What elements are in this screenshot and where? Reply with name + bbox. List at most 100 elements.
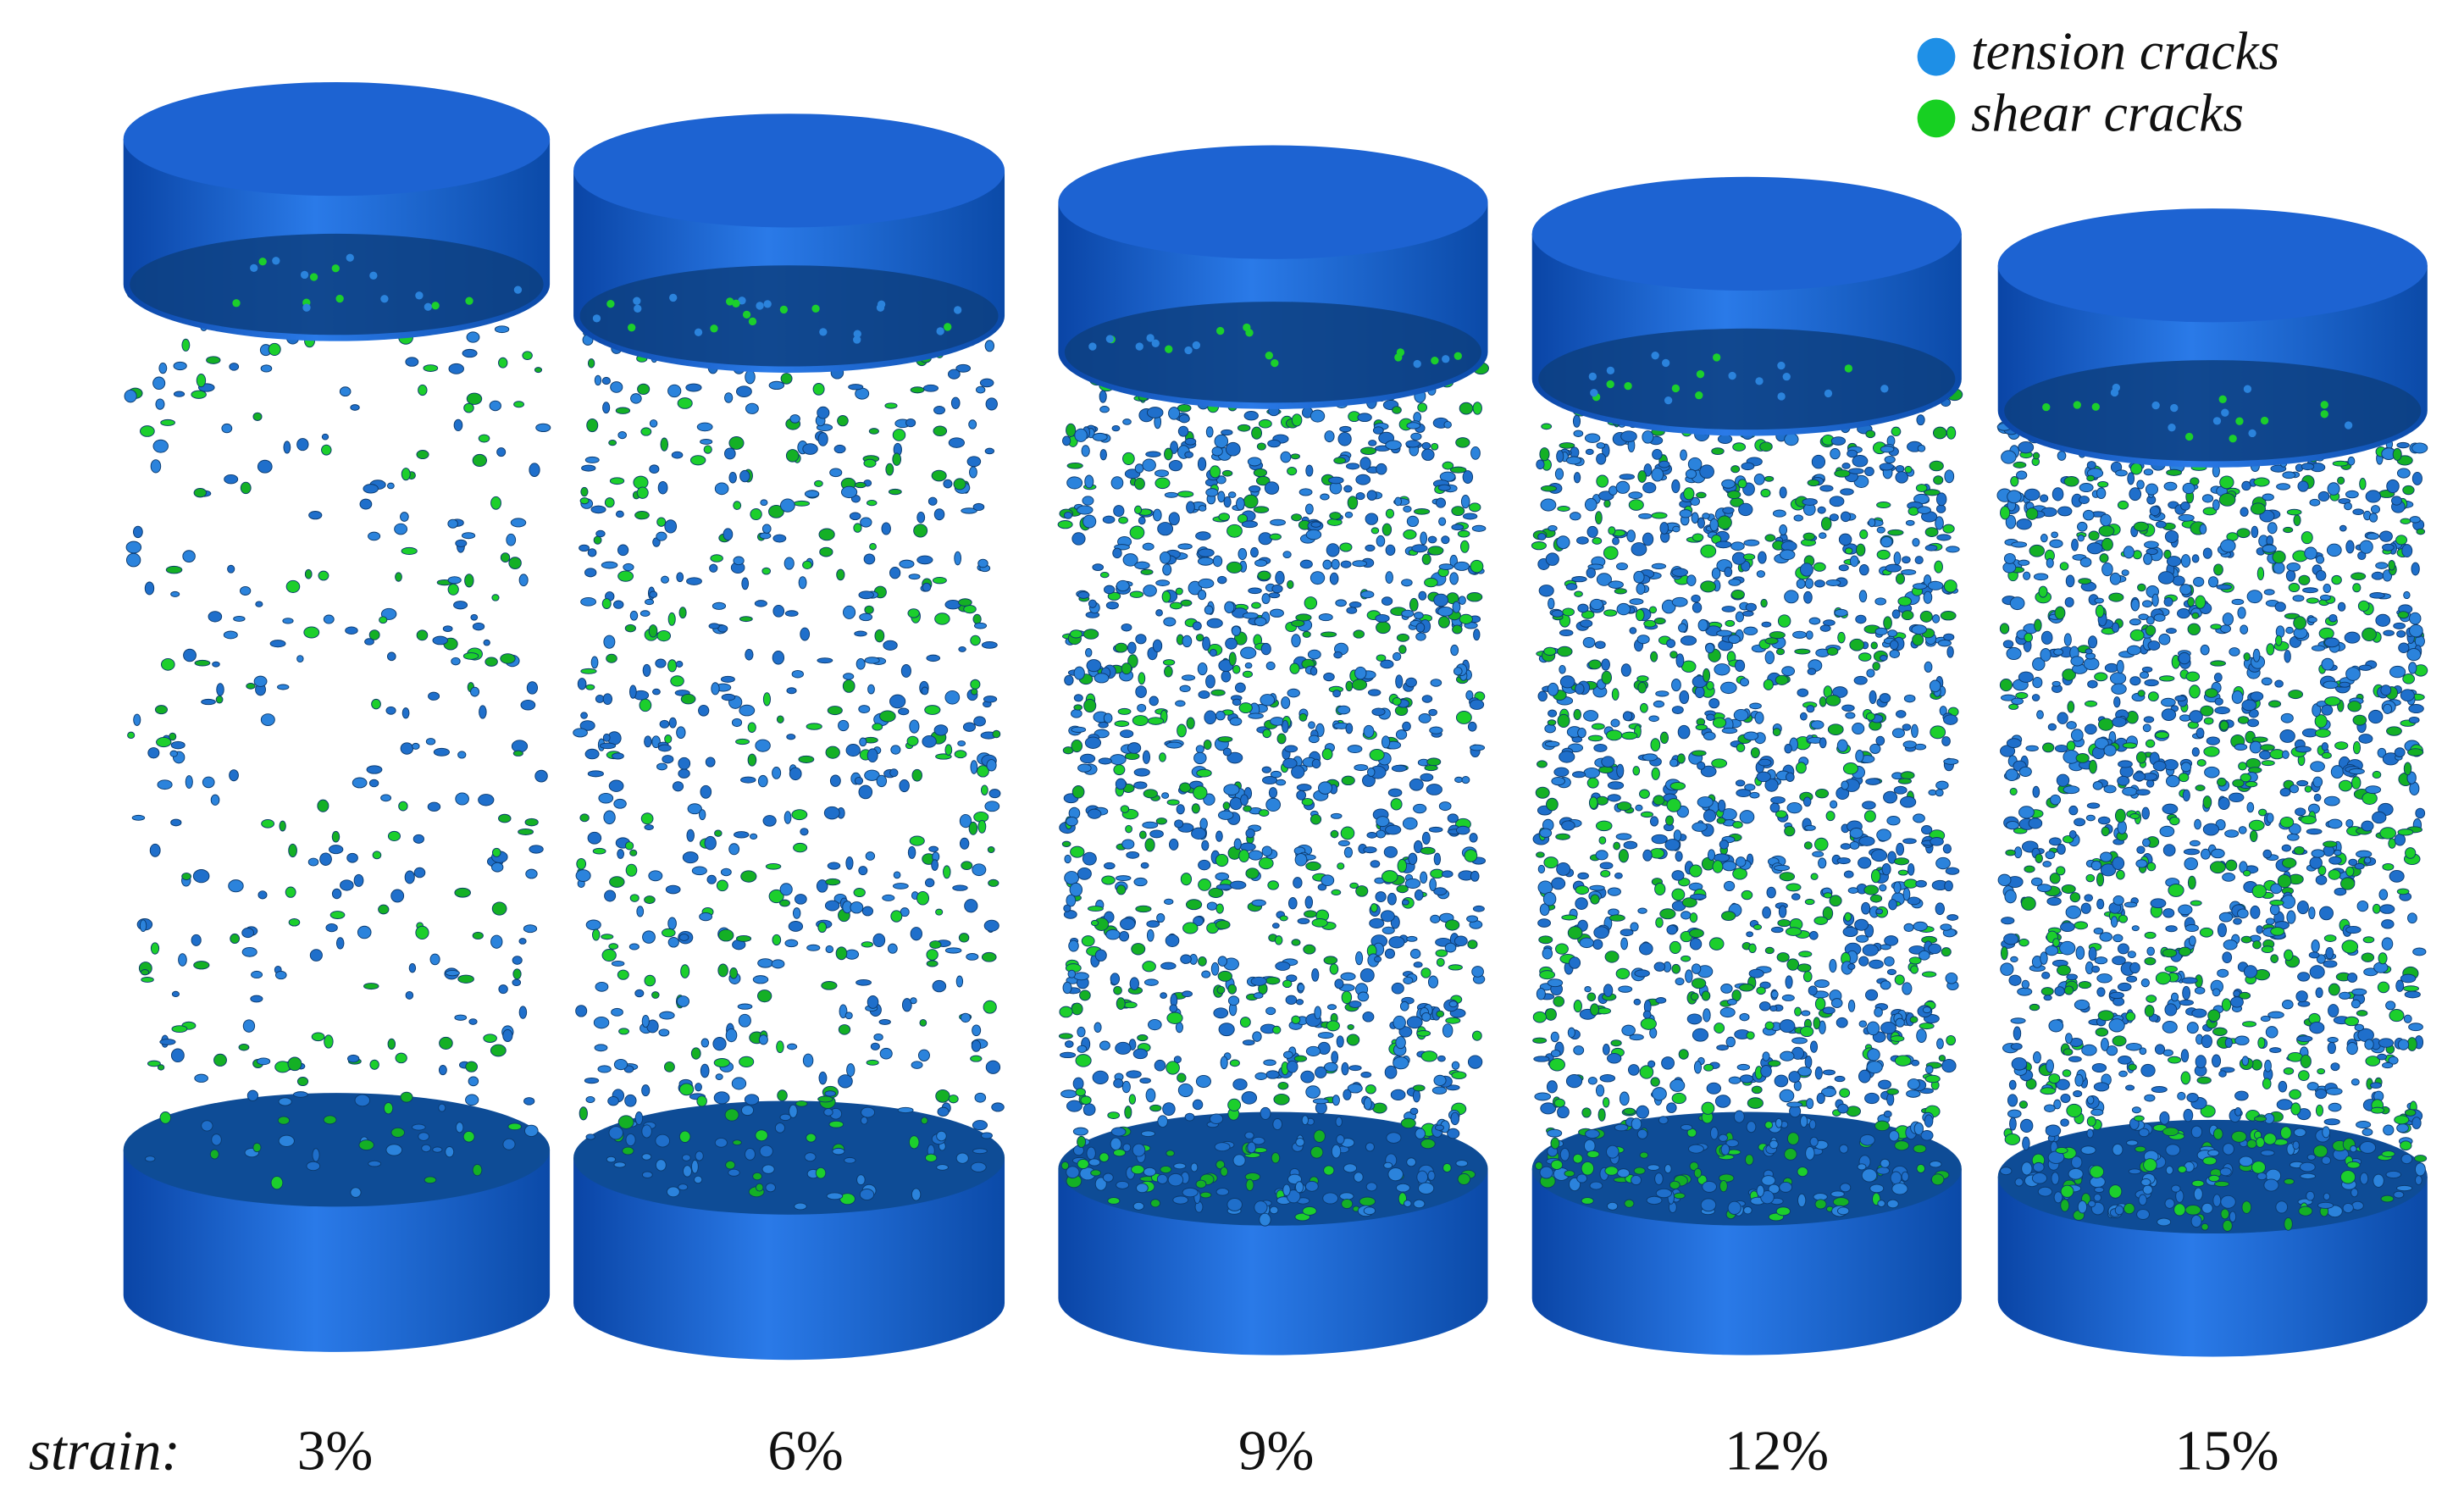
- crack: [1822, 1069, 1836, 1076]
- crack: [929, 940, 942, 950]
- crack: [2007, 1109, 2022, 1118]
- crack: [933, 724, 949, 736]
- crack: [1329, 512, 1342, 520]
- crack: [1539, 447, 1550, 462]
- crack: [629, 610, 639, 621]
- crack: [827, 706, 843, 716]
- crack: [601, 561, 618, 569]
- crack: [1814, 788, 1830, 799]
- crack: [970, 1055, 983, 1062]
- crack: [2328, 856, 2342, 865]
- crack: [279, 820, 286, 832]
- crack: [1214, 1142, 1231, 1152]
- crack: [827, 862, 841, 870]
- crack: [1614, 588, 1627, 595]
- crack: [2385, 1000, 2396, 1011]
- crack: [755, 739, 771, 752]
- crack: [2054, 744, 2068, 753]
- crack: [617, 570, 634, 582]
- crack: [1677, 724, 1691, 740]
- crack: [2126, 1139, 2139, 1146]
- crack: [587, 831, 602, 845]
- crack: [1669, 940, 1681, 954]
- crack: [819, 546, 833, 557]
- crack: [2233, 917, 2242, 925]
- crack: [1633, 570, 1645, 584]
- crack: [1162, 563, 1172, 576]
- crack: [1186, 717, 1195, 729]
- crack: [1935, 902, 1945, 916]
- crack: [821, 981, 838, 990]
- crack: [1430, 868, 1444, 879]
- crack: [1327, 1004, 1337, 1011]
- crack: [2377, 981, 2390, 994]
- crack: [1367, 689, 1382, 696]
- crack: [735, 385, 752, 397]
- crack: [2240, 507, 2249, 517]
- crack: [1064, 854, 1071, 864]
- crack: [1134, 477, 1145, 491]
- crack: [1867, 1048, 1880, 1061]
- crack: [1839, 1088, 1851, 1098]
- crack: [1691, 512, 1699, 524]
- crack: [1580, 619, 1593, 628]
- crack: [676, 726, 686, 740]
- crack: [196, 374, 207, 388]
- crack: [1779, 1019, 1796, 1034]
- crack: [512, 956, 523, 965]
- crack: [741, 577, 750, 590]
- crack: [1461, 776, 1470, 784]
- crack: [150, 459, 162, 474]
- crack: [1890, 1171, 1902, 1185]
- crack: [1174, 819, 1184, 829]
- crack: [2005, 849, 2016, 856]
- crack: [2217, 968, 2229, 978]
- crack: [1120, 729, 1134, 739]
- crack: [838, 1024, 851, 1035]
- crack: [1413, 612, 1424, 619]
- crack: [806, 944, 821, 951]
- crack: [1699, 464, 1714, 479]
- crack: [1291, 939, 1301, 946]
- crack: [1375, 613, 1390, 623]
- crack: [992, 729, 1001, 739]
- crack: [1071, 739, 1083, 753]
- crack: [1195, 634, 1204, 642]
- crack: [1067, 969, 1077, 978]
- crack: [1201, 840, 1210, 851]
- crack: [1455, 437, 1470, 448]
- crack: [457, 751, 467, 759]
- crack: [728, 843, 740, 856]
- crack: [1633, 1167, 1646, 1175]
- crack: [573, 728, 588, 738]
- crack: [1609, 914, 1625, 922]
- crack: [1345, 723, 1354, 734]
- crack: [1707, 849, 1716, 861]
- crack: [1066, 816, 1078, 827]
- crack: [1697, 796, 1714, 808]
- crack: [1381, 735, 1391, 749]
- crack: [1935, 789, 1944, 797]
- crack: [1829, 958, 1837, 973]
- crack: [1916, 414, 1925, 426]
- crack: [1094, 1022, 1102, 1034]
- crack: [398, 801, 408, 812]
- crack: [1275, 961, 1291, 971]
- crack: [1869, 1183, 1885, 1194]
- crack: [211, 1133, 222, 1146]
- crack: [1182, 1187, 1199, 1198]
- crack: [1370, 860, 1381, 868]
- crack: [1748, 968, 1764, 978]
- crack: [986, 759, 997, 772]
- crack: [1741, 890, 1753, 901]
- crack: [1307, 649, 1321, 660]
- crack: [171, 990, 180, 998]
- crack: [587, 548, 597, 557]
- crack: [980, 1132, 993, 1139]
- crack: [682, 1154, 691, 1161]
- crack: [1804, 578, 1814, 589]
- crack: [144, 1156, 156, 1162]
- crack: [1866, 1021, 1880, 1036]
- crack: [604, 890, 617, 902]
- crack: [1864, 1092, 1880, 1105]
